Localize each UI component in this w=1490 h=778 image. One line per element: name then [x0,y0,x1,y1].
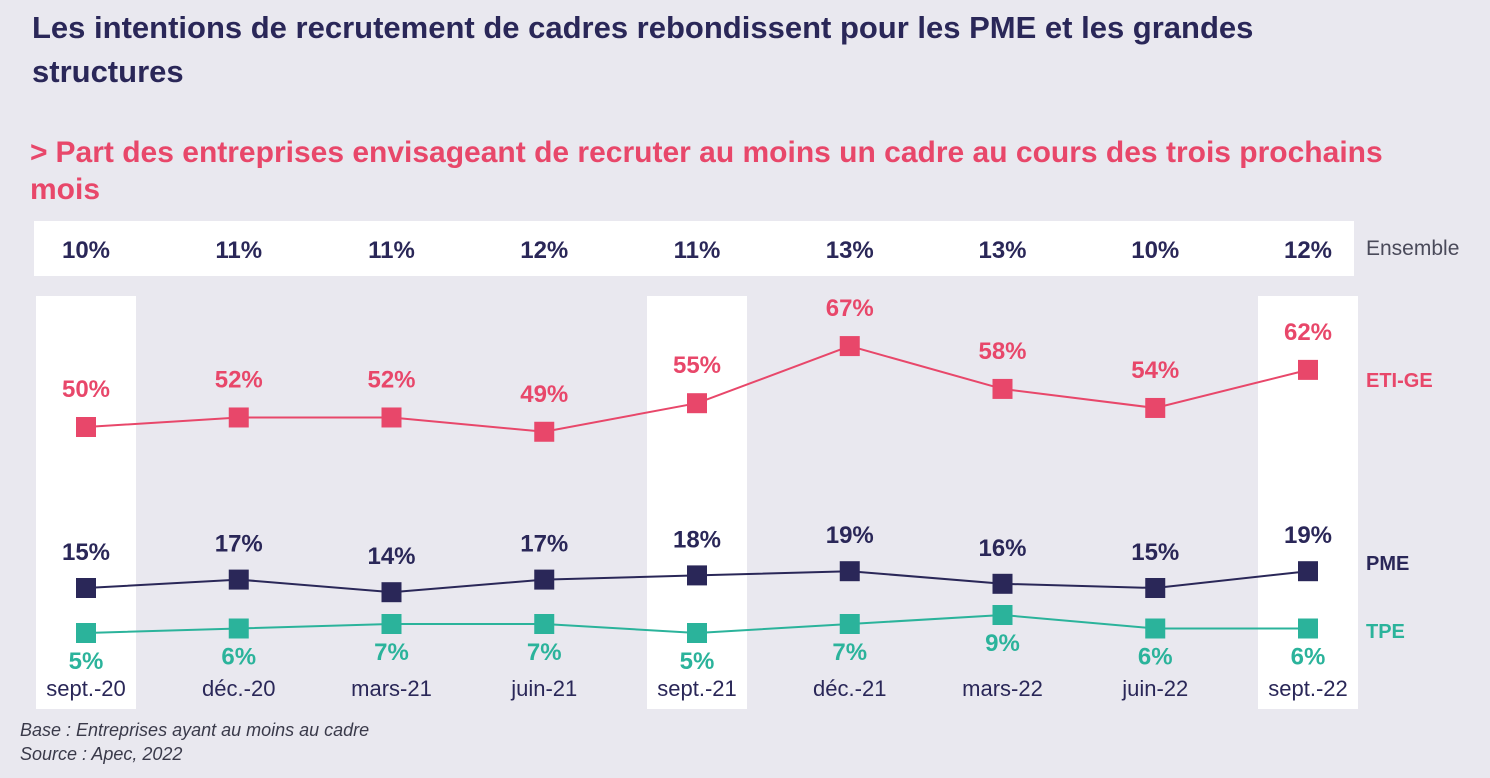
data-label-tpe: 5% [680,648,715,675]
data-point-pme [687,565,707,586]
data-point-pme [381,582,402,603]
data-point-tpe [381,614,402,634]
data-label-eti-ge: 49% [520,381,568,408]
data-label-eti-ge: 52% [215,366,263,393]
data-label-pme: 16% [978,535,1026,562]
data-point-eti-ge [534,421,555,442]
series-label-eti-ge: ETI-GE [1366,370,1433,392]
x-tick-label: déc.-21 [813,676,886,701]
data-point-pme [1298,561,1318,582]
data-point-pme [1145,578,1166,598]
data-label-tpe: 7% [527,639,562,666]
x-tick-label: juin-22 [1121,676,1188,701]
data-label-tpe: 7% [832,639,867,666]
data-point-eti-ge [992,378,1013,399]
ensemble-value: 12% [1284,237,1332,264]
footer-source: Source : Apec, 2022 [20,744,183,765]
data-label-eti-ge: 50% [62,376,110,403]
chart-footer: Base : Entreprises ayant au moins au cad… [20,718,369,767]
ensemble-label: Ensemble [1366,237,1460,260]
x-tick-label: sept.-20 [46,676,126,701]
data-point-eti-ge [228,407,249,428]
data-point-eti-ge [76,417,96,437]
data-label-pme: 19% [826,522,874,549]
data-label-pme: 15% [1131,539,1179,566]
data-point-tpe [534,614,555,634]
data-label-eti-ge: 62% [1284,319,1332,346]
data-point-pme [992,573,1013,594]
ensemble-value: 13% [826,237,874,264]
data-point-eti-ge [381,407,402,428]
ensemble-value: 12% [520,237,568,264]
data-point-pme [839,561,860,582]
data-label-tpe: 7% [374,639,409,666]
subtitle-text: Part des entreprises envisageant de recr… [30,136,1383,206]
data-label-pme: 17% [215,531,263,558]
data-label-pme: 14% [367,543,415,570]
x-tick-label: sept.-22 [1268,676,1348,701]
data-label-eti-ge: 55% [673,352,721,379]
data-point-pme [228,569,249,590]
x-tick-label: déc.-20 [202,676,275,701]
data-label-pme: 15% [62,539,110,566]
data-point-tpe [1145,618,1166,639]
x-tick-label: sept.-21 [657,676,737,701]
data-label-pme: 17% [520,531,568,558]
ensemble-value: 11% [368,237,415,264]
ensemble-value: 11% [215,237,262,264]
chart-title: Les intentions de recrutement de cadres … [32,10,1254,90]
data-point-tpe [992,605,1013,625]
footer-base: Base : Entreprises ayant au moins au cad… [20,720,370,740]
data-label-tpe: 6% [1138,644,1173,671]
data-label-eti-ge: 54% [1131,357,1179,384]
data-label-tpe: 6% [1291,644,1326,671]
chart-subtitle: > Part des entreprises envisageant de rec… [30,135,1450,208]
data-label-pme: 19% [1284,522,1332,549]
subtitle-arrow: > [30,136,48,169]
data-label-eti-ge: 52% [367,366,415,393]
ensemble-value: 11% [674,237,721,264]
data-point-pme [76,578,96,598]
data-point-pme [534,569,555,590]
series-label-pme: PME [1366,553,1409,575]
ensemble-band [34,221,1354,276]
x-tick-label: juin-21 [510,676,577,701]
data-point-eti-ge [1298,359,1318,380]
data-point-tpe [839,614,860,634]
data-label-eti-ge: 67% [826,295,874,322]
data-point-eti-ge [839,336,860,357]
data-label-pme: 18% [673,526,721,553]
data-label-tpe: 5% [69,648,104,675]
ensemble-value: 10% [62,237,110,264]
ensemble-value: 13% [978,237,1026,264]
data-label-tpe: 6% [221,644,256,671]
ensemble-value: 10% [1131,237,1179,264]
data-label-eti-ge: 58% [978,338,1026,365]
data-label-tpe: 9% [985,630,1020,657]
data-point-eti-ge [1145,397,1166,418]
data-point-tpe [687,623,707,643]
data-point-tpe [76,623,96,643]
data-point-eti-ge [687,393,707,414]
x-tick-label: mars-21 [351,676,432,701]
data-point-tpe [228,618,249,639]
x-tick-label: mars-22 [962,676,1043,701]
data-point-tpe [1298,618,1318,639]
series-label-tpe: TPE [1366,621,1405,643]
